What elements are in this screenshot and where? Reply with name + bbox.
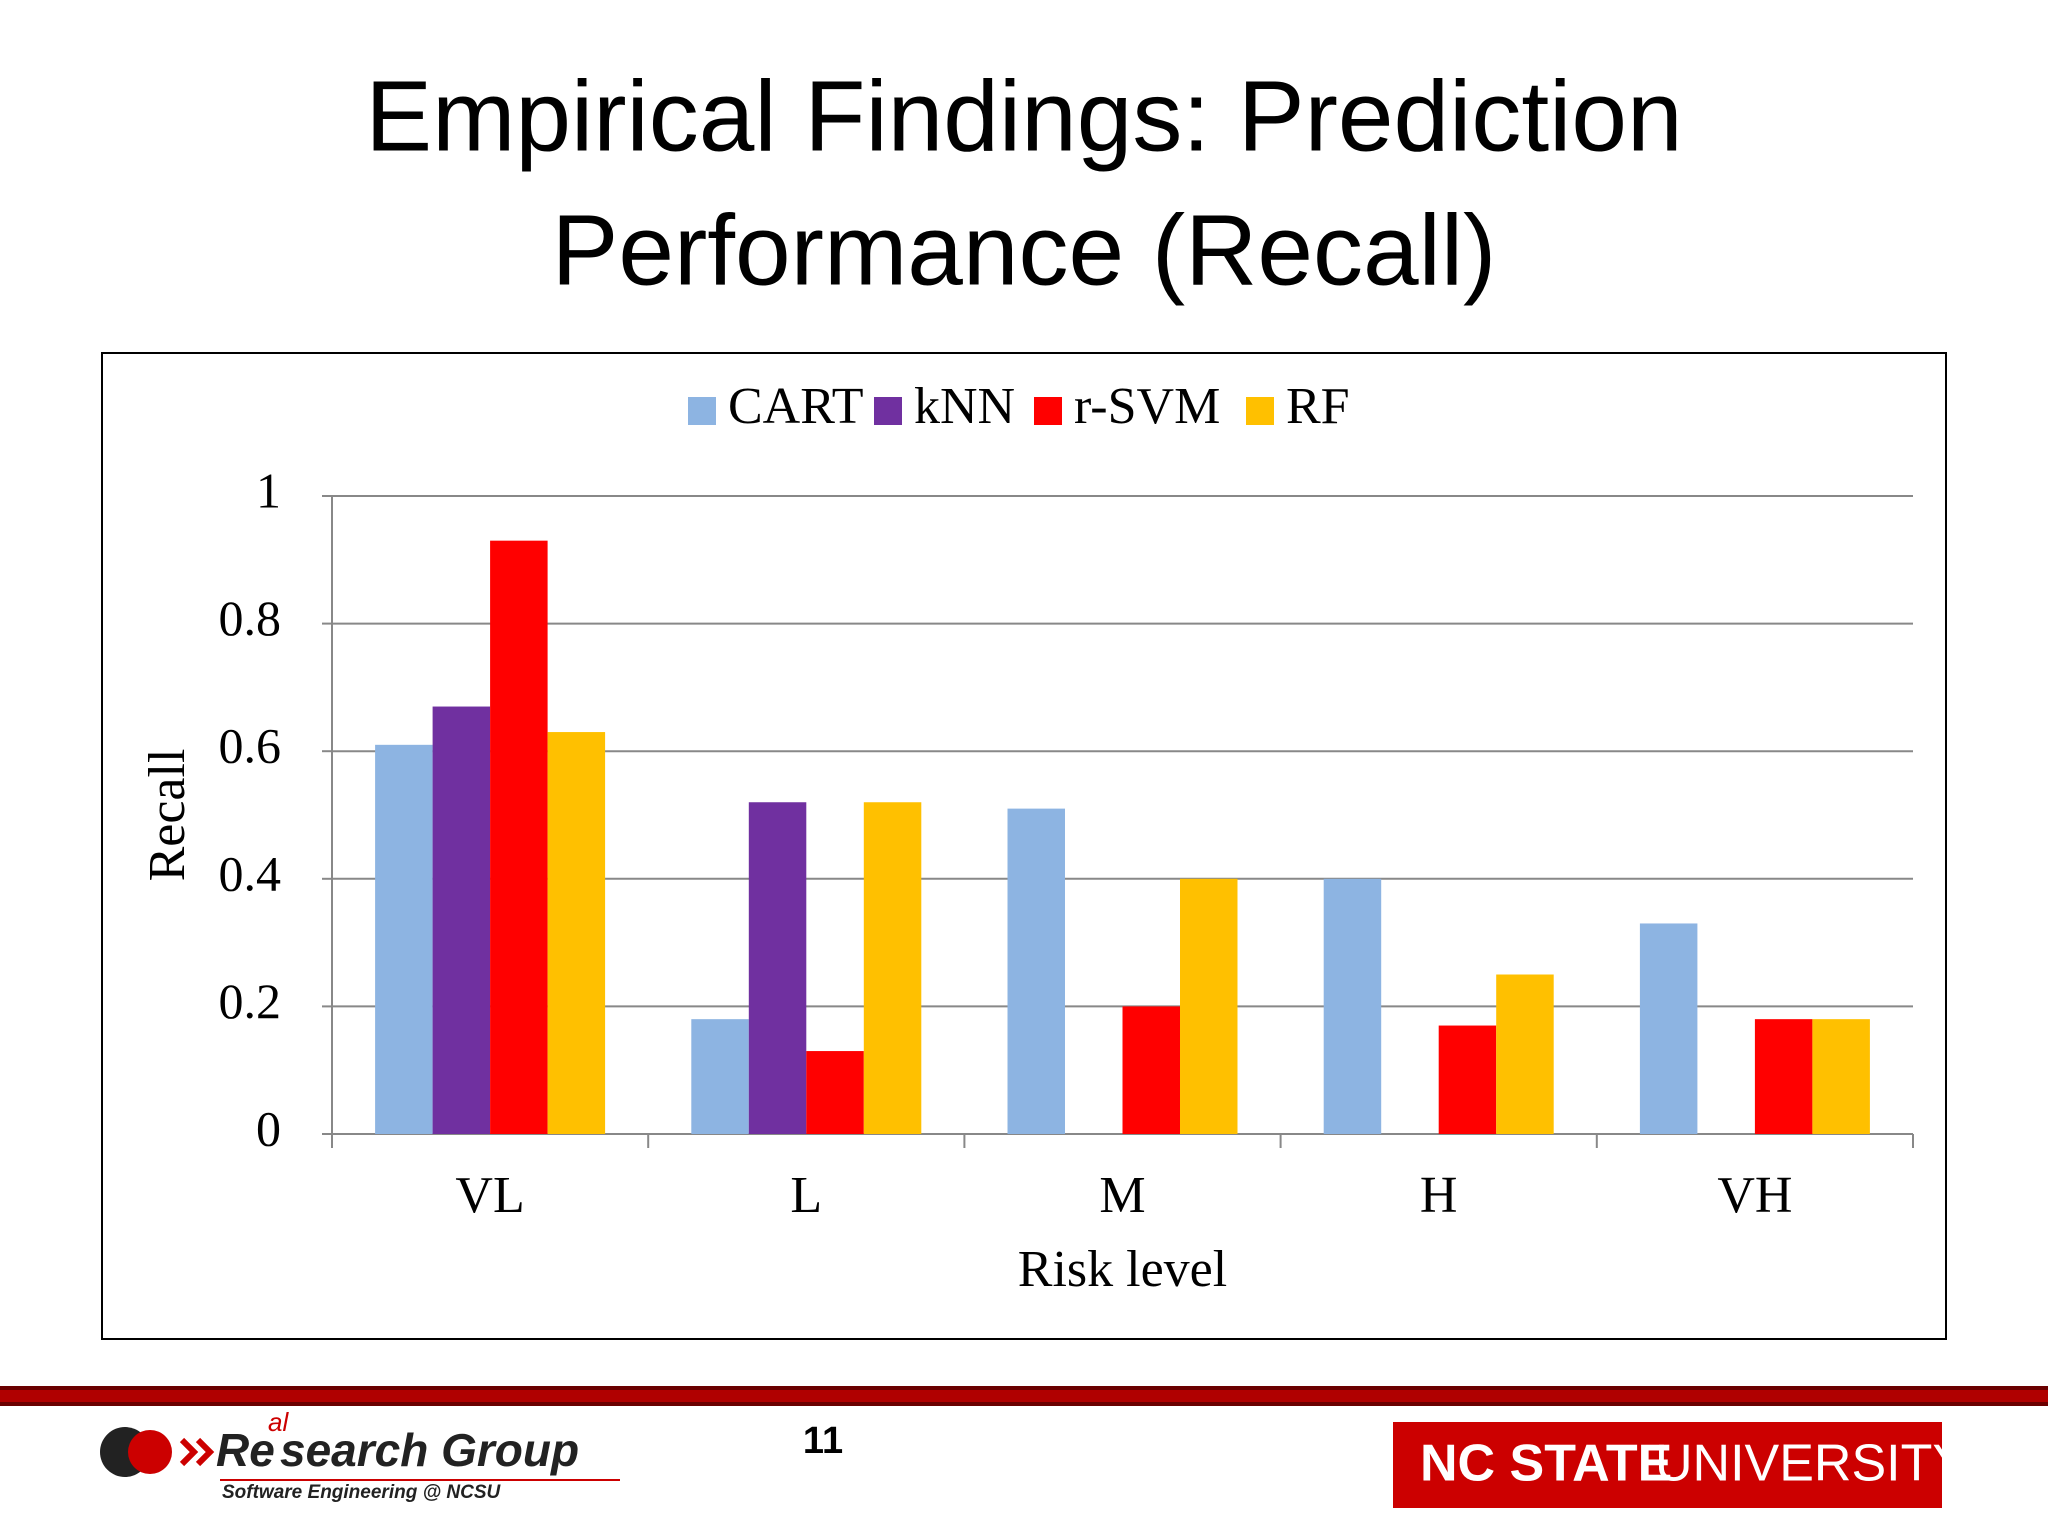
- bar: [1812, 1019, 1870, 1134]
- y-tick-label: 0.6: [219, 718, 282, 774]
- logo-tagline: Software Engineering @ NCSU: [222, 1482, 502, 1503]
- x-tick-label: H: [1420, 1167, 1458, 1224]
- legend-swatch: [874, 397, 902, 425]
- logo-insert: al: [268, 1407, 289, 1437]
- legend-label: r-SVM: [1074, 378, 1220, 435]
- footer-bar-edge: [0, 1386, 2048, 1390]
- x-tick-label: VL: [455, 1167, 524, 1224]
- x-tick-label: M: [1099, 1167, 1145, 1224]
- y-tick-label: 0.8: [219, 590, 282, 646]
- x-tick-label: L: [790, 1167, 822, 1224]
- bar: [1180, 878, 1238, 1134]
- logo-text: search Group: [280, 1424, 579, 1476]
- x-tick-label: VH: [1717, 1167, 1792, 1224]
- bar: [1122, 1006, 1180, 1134]
- bar: [1007, 808, 1065, 1134]
- legend-label: kNN: [914, 378, 1015, 435]
- bar: [375, 744, 433, 1134]
- y-tick-label: 1: [256, 462, 281, 518]
- y-axis-title: Recall: [139, 749, 196, 882]
- logo-mark: [128, 1430, 172, 1474]
- logo: Re al search Group Software Engineering …: [100, 1407, 620, 1503]
- bar: [863, 802, 922, 1134]
- footer-bar-edge: [0, 1402, 2048, 1406]
- x-axis-title: Risk level: [1018, 1241, 1227, 1298]
- logo-arrows: [179, 1437, 215, 1467]
- bar: [806, 1051, 864, 1134]
- bar: [1496, 974, 1554, 1134]
- university-light: UNIVERSITY: [1655, 1435, 1967, 1493]
- y-tick-label: 0.4: [219, 845, 282, 901]
- page-number: 11: [803, 1420, 843, 1462]
- bar: [490, 540, 548, 1134]
- bar: [1639, 923, 1698, 1134]
- bar: [691, 1019, 749, 1134]
- bar: [1754, 1019, 1813, 1134]
- legend-label: CART: [728, 378, 864, 435]
- logo-text: Re: [216, 1424, 275, 1476]
- university-bold: NC STATE: [1420, 1435, 1672, 1493]
- bar: [432, 706, 491, 1134]
- slide-title: Empirical Findings: Prediction: [365, 60, 1682, 172]
- legend-swatch: [1034, 397, 1062, 425]
- bar: [547, 732, 606, 1134]
- bar: [1323, 878, 1382, 1134]
- legend-label: RF: [1286, 378, 1350, 435]
- chart: 0 0.2 0.4 0.6 0.8 1 VL L M H VH Risk level Recall CAR…: [139, 378, 1914, 1298]
- legend-swatch: [1246, 397, 1274, 425]
- slide-title: Performance (Recall): [552, 194, 1497, 306]
- bar: [748, 802, 807, 1134]
- bar: [1438, 1025, 1497, 1134]
- y-tick-label: 0: [256, 1100, 281, 1156]
- university-badge: [1393, 1422, 1942, 1508]
- legend-swatch: [688, 397, 716, 425]
- footer-bar: [0, 1386, 2048, 1406]
- y-tick-label: 0.2: [219, 973, 282, 1029]
